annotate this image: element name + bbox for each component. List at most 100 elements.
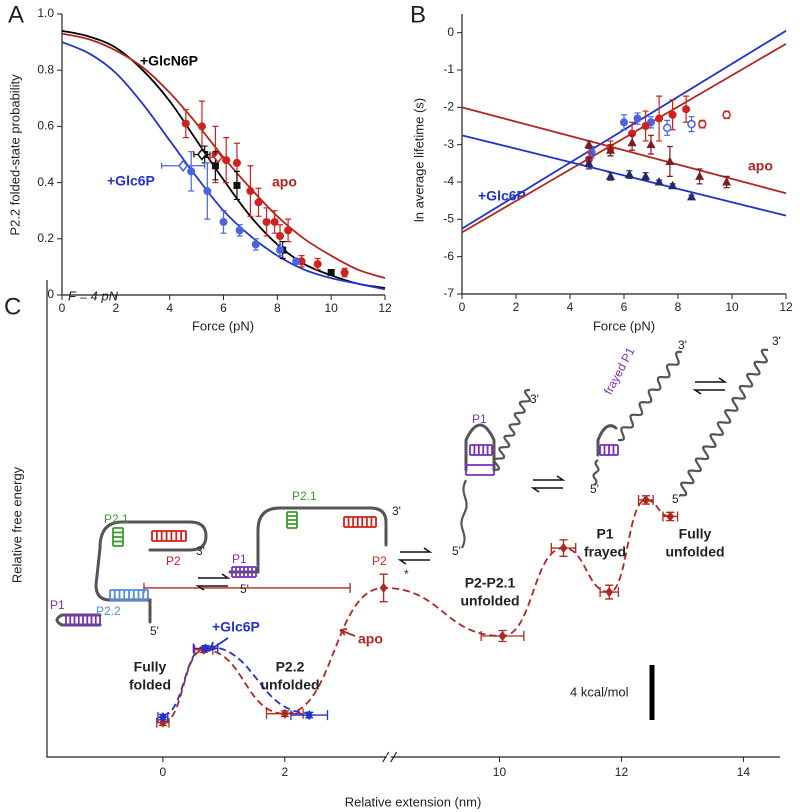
structure-label: P1 xyxy=(50,598,65,612)
x-tick-label: 10 xyxy=(324,301,338,315)
axis xyxy=(461,14,786,295)
data-point xyxy=(235,226,244,235)
state-label: frayed xyxy=(584,544,626,560)
state-point xyxy=(559,543,568,554)
equilibrium-arrows xyxy=(692,377,728,395)
data-point xyxy=(203,187,212,196)
state-label: P1 xyxy=(596,526,613,542)
axis xyxy=(61,14,385,296)
x-axis-label: Force (pN) xyxy=(593,318,655,333)
y-axis-label: P2.2 folded-state probability xyxy=(7,74,22,236)
data-point xyxy=(313,260,322,269)
state-point xyxy=(201,643,210,654)
data-point xyxy=(682,105,691,114)
data-point xyxy=(606,145,615,154)
helix xyxy=(465,464,495,476)
data-point xyxy=(187,167,196,176)
label-arrow xyxy=(339,628,356,637)
y-tick-label: -7 xyxy=(443,286,454,300)
x-tick-label: 0 xyxy=(459,300,466,314)
data-point xyxy=(722,177,732,186)
rna-backbone xyxy=(94,520,208,624)
y-tick-label: 0.6 xyxy=(37,119,54,133)
ssrna xyxy=(679,348,769,497)
ssrna xyxy=(492,388,532,472)
y-tick-label: -2 xyxy=(443,100,454,114)
structure-label: P2.2 xyxy=(96,604,121,618)
data-point xyxy=(284,226,293,235)
structure-label: 5' xyxy=(240,582,249,596)
data-point xyxy=(340,268,349,277)
panel-label: C xyxy=(4,293,21,320)
fit-curve xyxy=(461,134,787,217)
series-label: apo xyxy=(272,174,297,190)
x-tick-label: 14 xyxy=(737,765,751,779)
data-point xyxy=(668,110,677,119)
structure-label: 5' xyxy=(672,492,681,506)
structure-label: 5' xyxy=(452,544,461,558)
state-point xyxy=(605,587,614,598)
x-tick-label: 10 xyxy=(493,765,507,779)
y-tick-label: -6 xyxy=(443,249,454,263)
x-tick-label: 2 xyxy=(281,765,288,779)
rna-backbone xyxy=(464,423,496,472)
helix xyxy=(109,589,149,601)
y-axis-label: ln average lifetime (s) xyxy=(411,98,426,222)
equilibrium-arrows xyxy=(530,475,566,493)
x-tick-label: 8 xyxy=(675,300,682,314)
data-point xyxy=(276,231,285,240)
data-point xyxy=(687,119,696,129)
series-label: +Glc6P xyxy=(478,188,526,204)
equilibrium-arrows xyxy=(195,573,231,591)
structure-label: 5' xyxy=(150,624,159,638)
axis-break xyxy=(382,751,398,763)
data-point xyxy=(641,171,651,180)
data-point xyxy=(698,119,707,129)
state-point xyxy=(158,712,167,723)
scale-bar-label: 4 kcal/mol xyxy=(570,684,629,699)
y-tick-label: 0 xyxy=(47,287,54,301)
state-label: unfolded xyxy=(665,544,724,560)
helix xyxy=(65,614,101,626)
y-tick-label: -4 xyxy=(443,174,454,188)
data-point xyxy=(270,217,279,226)
data-point xyxy=(246,187,255,196)
fit-curve xyxy=(461,106,787,195)
fit-curve xyxy=(61,32,386,279)
series-label: +GlcN6P xyxy=(140,53,198,69)
x-tick-label: 6 xyxy=(220,301,227,315)
data-point xyxy=(178,159,189,172)
data-point xyxy=(254,198,263,207)
y-tick-label: -1 xyxy=(443,62,454,76)
structure-label: P2 xyxy=(372,554,387,568)
x-tick-label: 4 xyxy=(166,301,173,315)
x-tick-label: 0 xyxy=(59,301,66,315)
data-point xyxy=(665,156,675,165)
data-point xyxy=(213,151,224,164)
structure-label: 3' xyxy=(772,334,781,348)
series-label: +Glc6P xyxy=(212,619,260,635)
series-label: +Glc6P xyxy=(107,173,155,189)
data-point xyxy=(646,139,656,149)
helix xyxy=(343,516,377,528)
state-label: P2-P2.1 xyxy=(465,575,516,591)
state-label: Fully xyxy=(679,526,712,542)
state-point xyxy=(641,494,650,505)
data-point xyxy=(662,123,672,133)
y-tick-label: -5 xyxy=(443,212,454,226)
helix xyxy=(151,530,187,542)
state-label: unfolded xyxy=(460,593,519,609)
force-label: F = 4 pN xyxy=(68,288,119,303)
fit-curve xyxy=(461,43,787,234)
data-point xyxy=(262,217,271,226)
helix xyxy=(112,527,124,547)
x-tick-label: 2 xyxy=(112,301,119,315)
helix xyxy=(231,566,257,578)
x-tick-label: 10 xyxy=(725,300,739,314)
structure-label: P1 xyxy=(472,412,487,426)
data-point xyxy=(624,169,634,179)
ssrna xyxy=(460,479,468,549)
label-arrow xyxy=(209,637,229,651)
data-point xyxy=(584,158,594,167)
